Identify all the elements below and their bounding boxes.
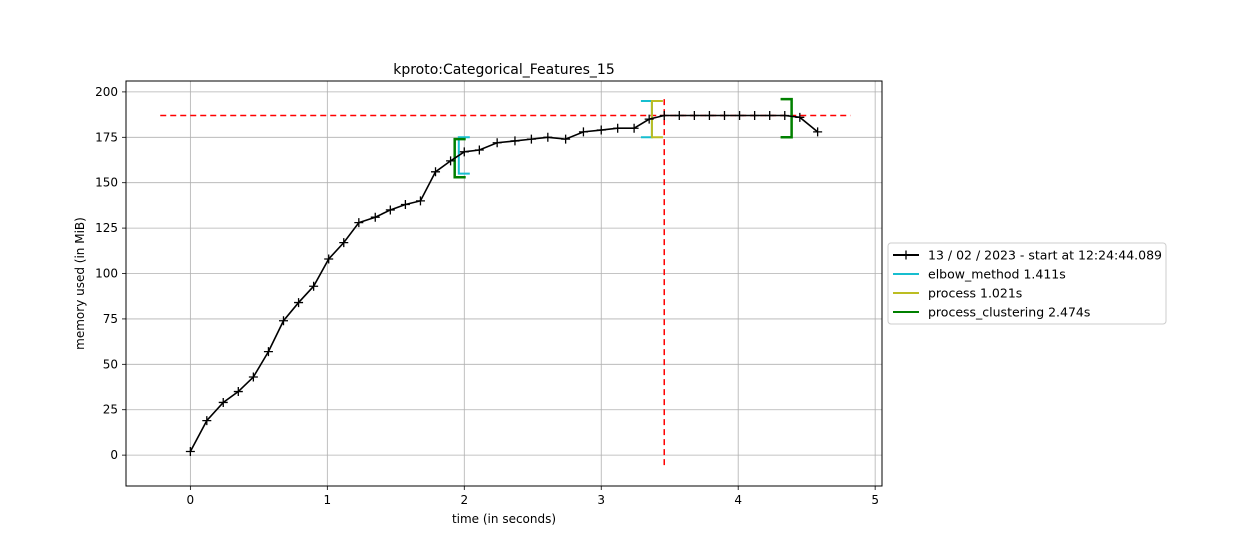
x-tick-label: 0 bbox=[187, 493, 195, 507]
memory-data-point bbox=[400, 199, 410, 209]
memory-data-point bbox=[309, 281, 319, 291]
memory-data-point bbox=[659, 111, 669, 121]
memory-data-point bbox=[720, 111, 729, 121]
memory-series-line bbox=[189, 114, 819, 452]
memory-data-point bbox=[294, 298, 304, 308]
chart-title: kproto:Categorical_Features_15 bbox=[393, 62, 615, 78]
memory-data-point bbox=[674, 111, 684, 121]
legend-marker bbox=[901, 250, 911, 260]
memory-data-point bbox=[185, 446, 195, 456]
memory-data-point bbox=[233, 387, 243, 397]
memory-data-point bbox=[644, 114, 654, 124]
y-tick-label: 75 bbox=[103, 312, 118, 326]
x-tick-label: 1 bbox=[324, 493, 332, 507]
memory-data-point bbox=[578, 127, 588, 137]
memory-data-point bbox=[431, 167, 441, 177]
memory-data-point bbox=[354, 218, 364, 228]
memory-data-point bbox=[543, 132, 553, 142]
memory-data-point bbox=[813, 127, 823, 137]
memory-data-point bbox=[561, 134, 571, 144]
memory-data-point bbox=[735, 111, 745, 121]
legend-box bbox=[887, 242, 1167, 325]
memory-data-point bbox=[474, 145, 484, 155]
memory-data-point bbox=[263, 347, 273, 357]
memory-data-point bbox=[780, 111, 790, 121]
x-ticks: 0 1 2 3 4 5 bbox=[187, 486, 879, 507]
x-axis-label: time (in seconds) bbox=[452, 512, 556, 526]
bracket-end bbox=[780, 97, 793, 139]
y-tick-label: 150 bbox=[95, 176, 118, 190]
memory-data-point bbox=[370, 212, 380, 222]
x-tick-label: 5 bbox=[871, 493, 879, 507]
memory-data-point bbox=[218, 397, 228, 407]
y-tick-label: 125 bbox=[95, 221, 118, 235]
grid-lines bbox=[126, 81, 882, 486]
memory-data-point bbox=[446, 156, 456, 166]
y-tick-label: 50 bbox=[103, 357, 118, 371]
y-tick-label: 200 bbox=[95, 85, 118, 99]
memory-data-point bbox=[492, 138, 502, 148]
memory-data-point bbox=[596, 125, 606, 135]
memory-data-point bbox=[526, 134, 536, 144]
memory-data-point bbox=[629, 123, 639, 133]
y-tick-label: 100 bbox=[95, 267, 118, 281]
memory-data-point bbox=[704, 111, 714, 121]
legend: 13 / 02 / 2023 - start at 12:24:44.089 el… bbox=[887, 242, 1167, 325]
function-brackets bbox=[453, 97, 793, 179]
legend-label: process 1.021s bbox=[928, 286, 1022, 301]
y-tick-label: 0 bbox=[110, 448, 118, 462]
memory-data-point bbox=[750, 111, 760, 121]
memory-data-point bbox=[339, 238, 349, 248]
y-tick-label: 25 bbox=[103, 403, 118, 417]
x-tick-label: 4 bbox=[734, 493, 742, 507]
memory-data-point bbox=[202, 416, 212, 426]
memory-data-point bbox=[385, 205, 395, 215]
peak-lines bbox=[160, 99, 851, 468]
memory-data-point bbox=[279, 316, 288, 326]
plot-frame bbox=[125, 80, 883, 487]
series-layer bbox=[185, 111, 823, 456]
memory-data-point bbox=[765, 111, 775, 121]
y-ticks: 0 25 50 75 100 125 150 175 200 bbox=[95, 85, 126, 462]
y-tick-label: 175 bbox=[95, 130, 118, 144]
memory-data-point bbox=[613, 123, 623, 133]
bracket-end bbox=[780, 98, 793, 139]
x-tick-label: 3 bbox=[597, 493, 605, 507]
y-axis-label: memory used (in MiB) bbox=[73, 217, 87, 350]
memory-data-point bbox=[510, 136, 520, 146]
x-tick-label: 2 bbox=[460, 493, 468, 507]
legend-label: elbow_method 1.411s bbox=[928, 267, 1066, 282]
legend-label: 13 / 02 / 2023 - start at 12:24:44.089 bbox=[928, 248, 1162, 263]
memory-data-point bbox=[795, 112, 805, 122]
memory-data-point bbox=[324, 254, 334, 264]
memory-data-point bbox=[689, 111, 699, 121]
memory-data-point bbox=[459, 147, 469, 157]
legend-label: process_clustering 2.474s bbox=[928, 305, 1090, 320]
memory-data-point bbox=[415, 196, 425, 206]
memory-data-point bbox=[248, 372, 258, 382]
